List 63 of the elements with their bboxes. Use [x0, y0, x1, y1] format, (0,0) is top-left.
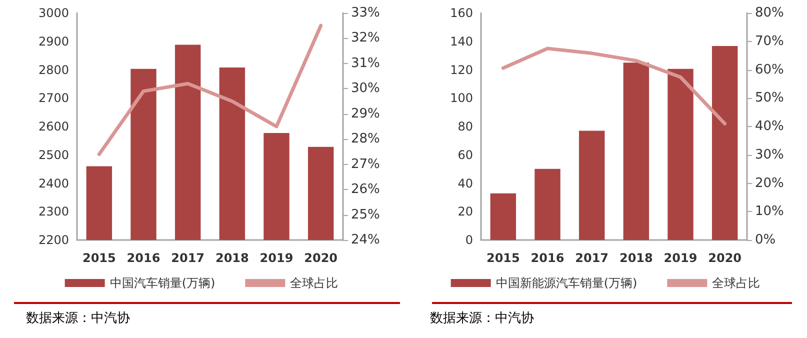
y-tick-label: 2800	[38, 62, 69, 77]
x-tick-label: 2016	[530, 251, 564, 265]
x-tick-label: 2018	[215, 251, 249, 265]
y-tick-label: 2500	[38, 148, 69, 162]
x-tick-label: 2019	[664, 251, 698, 265]
y-tick-label: 0	[465, 233, 473, 247]
y-tick-label: 2700	[38, 91, 69, 106]
y2-tick-label: 50%	[755, 90, 784, 106]
bar	[490, 193, 516, 240]
x-tick-label: 2017	[171, 251, 205, 265]
x-tick-label: 2020	[708, 251, 742, 265]
bar	[623, 62, 650, 240]
y2-tick-label: 60%	[755, 62, 784, 78]
legend-label: 中国新能源汽车销量(万辆)	[496, 276, 638, 290]
y-tick-label: 2900	[38, 34, 69, 48]
y2-tick-label: 70%	[755, 34, 784, 49]
y2-tick-label: 10%	[755, 204, 784, 220]
y2-tick-label: 24%	[351, 232, 380, 248]
x-tick-label: 2015	[486, 251, 520, 265]
y2-tick-label: 30%	[755, 147, 784, 162]
y2-tick-label: 31%	[351, 56, 380, 71]
bar	[578, 130, 605, 240]
y-tick-label: 140	[450, 34, 473, 48]
y-tick-label: 20	[458, 204, 473, 219]
legend-label: 全球占比	[290, 276, 338, 290]
y-tick-label: 120	[450, 62, 473, 77]
line-series	[97, 24, 323, 156]
y2-tick-label: 20%	[755, 176, 784, 191]
bar	[712, 46, 738, 240]
legend-label: 全球占比	[712, 276, 760, 290]
y2-tick-label: 80%	[755, 6, 784, 20]
legend-label: 中国汽车销量(万辆)	[110, 276, 216, 290]
y-tick-label: 2200	[38, 233, 69, 247]
x-tick-label: 2018	[619, 251, 653, 265]
source-note: 数据来源：中汽协	[26, 311, 130, 326]
x-tick-label: 2016	[126, 251, 160, 265]
y-tick-label: 40	[458, 176, 473, 190]
y2-tick-label: 32%	[351, 30, 380, 46]
bar	[534, 168, 560, 240]
y-tick-label: 60	[458, 148, 473, 162]
y-tick-label: 2400	[38, 176, 69, 190]
y2-tick-label: 33%	[351, 6, 380, 20]
y2-tick-label: 25%	[351, 207, 380, 222]
y2-tick-label: 28%	[351, 132, 380, 147]
y-tick-label: 3000	[38, 6, 69, 20]
y-tick-label: 2300	[38, 204, 69, 219]
bar	[668, 68, 694, 240]
y2-tick-label: 30%	[351, 81, 380, 96]
y2-tick-label: 26%	[351, 182, 380, 198]
source-note: 数据来源：中汽协	[430, 311, 534, 326]
x-tick-label: 2020	[304, 251, 338, 265]
y2-tick-label: 27%	[351, 156, 380, 172]
y2-tick-label: 29%	[351, 106, 380, 122]
x-tick-label: 2019	[260, 251, 294, 265]
line-series	[501, 46, 727, 126]
y-tick-label: 2600	[38, 120, 69, 134]
y-tick-label: 80	[458, 120, 473, 134]
x-tick-label: 2017	[575, 251, 609, 265]
y-tick-label: 100	[450, 91, 473, 106]
x-tick-label: 2015	[82, 251, 116, 265]
y2-tick-label: 0%	[755, 232, 776, 248]
y2-tick-label: 40%	[755, 119, 784, 134]
y-tick-label: 160	[450, 6, 473, 20]
